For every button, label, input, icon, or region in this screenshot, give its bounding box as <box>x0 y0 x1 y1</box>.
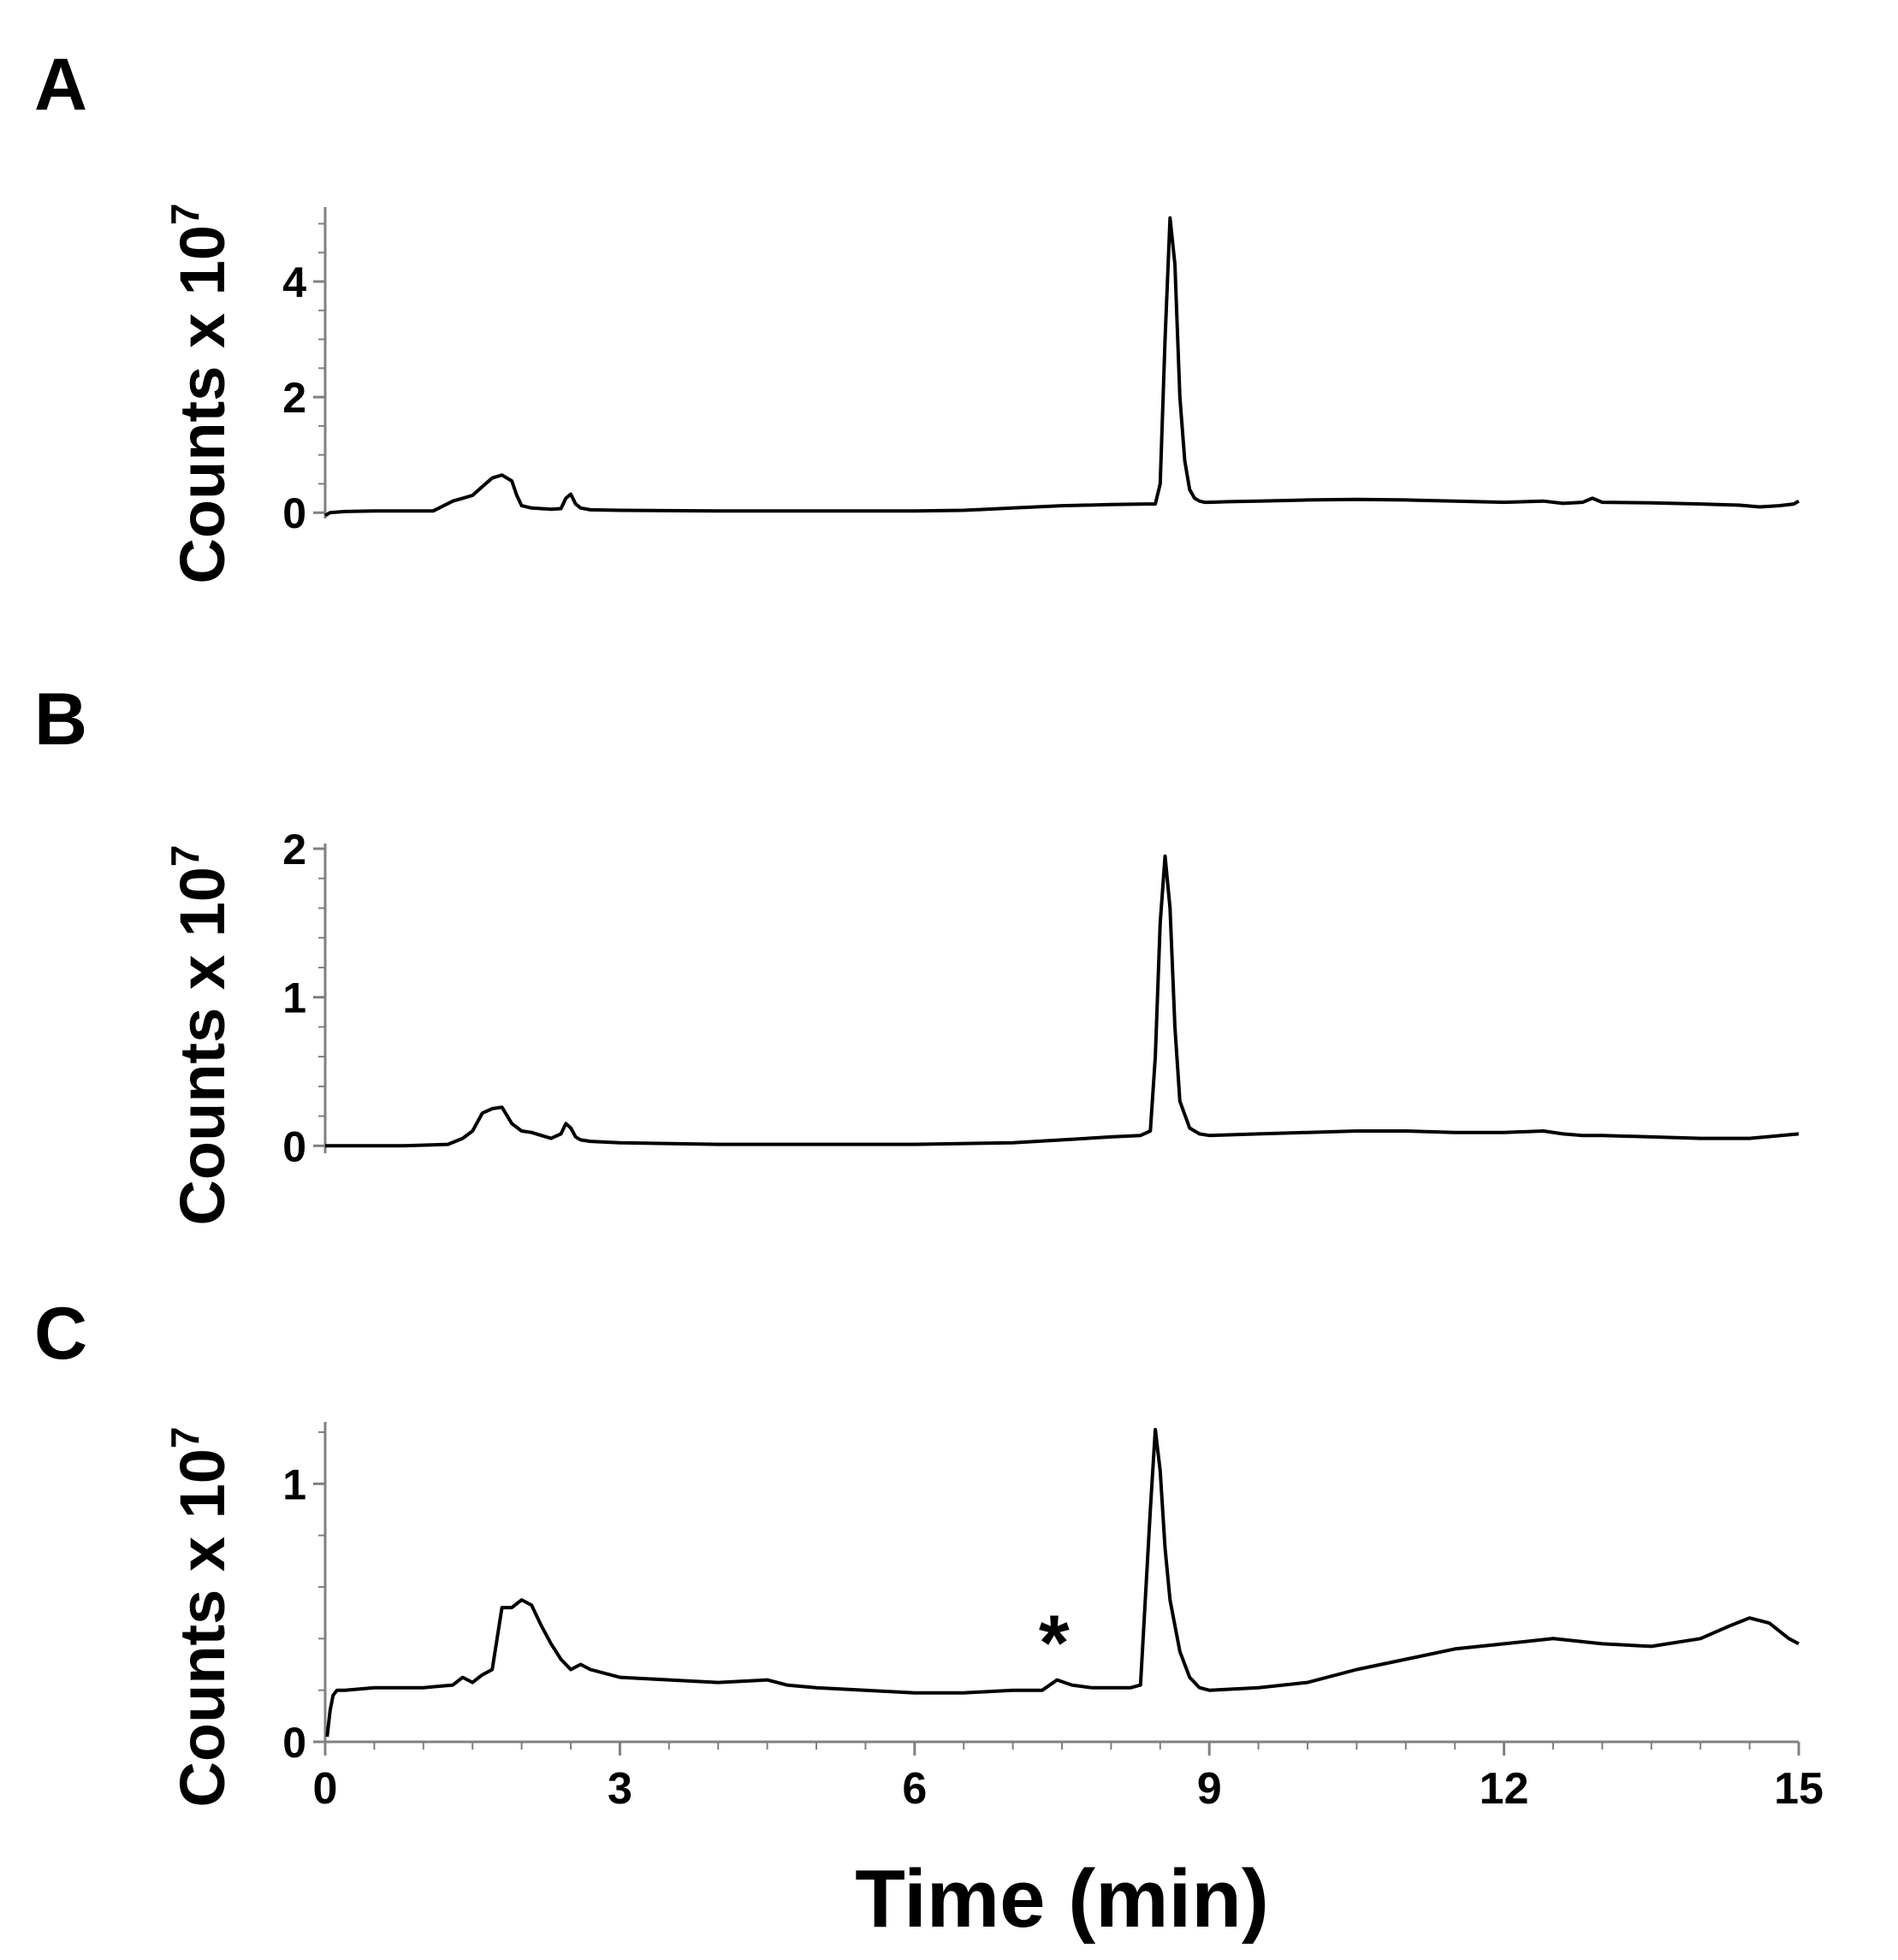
x-tick-label: 3 <box>608 1764 632 1814</box>
y-tick-label: 4 <box>282 258 306 306</box>
y-tick-label: 0 <box>282 489 306 537</box>
y-axis-label-text: Counts x 10 <box>167 225 238 583</box>
y-tick-label: 0 <box>282 1122 306 1170</box>
x-axis-label: Time (min) <box>855 1853 1269 1945</box>
y-axis-label-exponent: 7 <box>163 203 207 225</box>
panel-letter: A <box>34 44 87 126</box>
y-axis-label: Counts x 107 <box>163 203 238 583</box>
chromatogram-trace <box>325 854 1800 1148</box>
y-axis-label-exponent: 7 <box>163 1426 207 1448</box>
peak-annotation: * <box>1039 1600 1070 1687</box>
x-tick-label: 12 <box>1480 1764 1529 1814</box>
y-tick-label: 0 <box>282 1719 306 1767</box>
panel-a: A Counts x 107 0 2 4 <box>34 44 1800 584</box>
panel-letter: C <box>34 1293 87 1375</box>
x-tick-label: 0 <box>313 1764 338 1814</box>
y-axis-label-text: Counts x 10 <box>167 1448 238 1807</box>
chromatogram-trace <box>325 1428 1800 1738</box>
y-axis-label: Counts x 107 <box>163 844 238 1225</box>
y-tick-label: 1 <box>282 1460 306 1508</box>
y-axis-label: Counts x 107 <box>163 1426 238 1807</box>
y-axis-label-exponent: 7 <box>163 844 207 867</box>
y-tick-label: 1 <box>282 974 306 1022</box>
panel-c: C Counts x 107 0 1 0 3 6 9 12 15 Time (min) * <box>34 1293 1824 1945</box>
panel-b: B Counts x 107 0 1 2 <box>34 678 1800 1226</box>
y-tick-label: 2 <box>282 374 306 422</box>
x-tick-label: 6 <box>902 1764 927 1814</box>
chromatogram-trace <box>323 216 1800 518</box>
y-axis-label-text: Counts x 10 <box>167 867 238 1225</box>
panel-letter: B <box>34 678 87 761</box>
y-tick-label: 2 <box>282 826 306 873</box>
x-tick-label: 9 <box>1197 1764 1222 1814</box>
x-tick-label: 15 <box>1774 1764 1824 1814</box>
